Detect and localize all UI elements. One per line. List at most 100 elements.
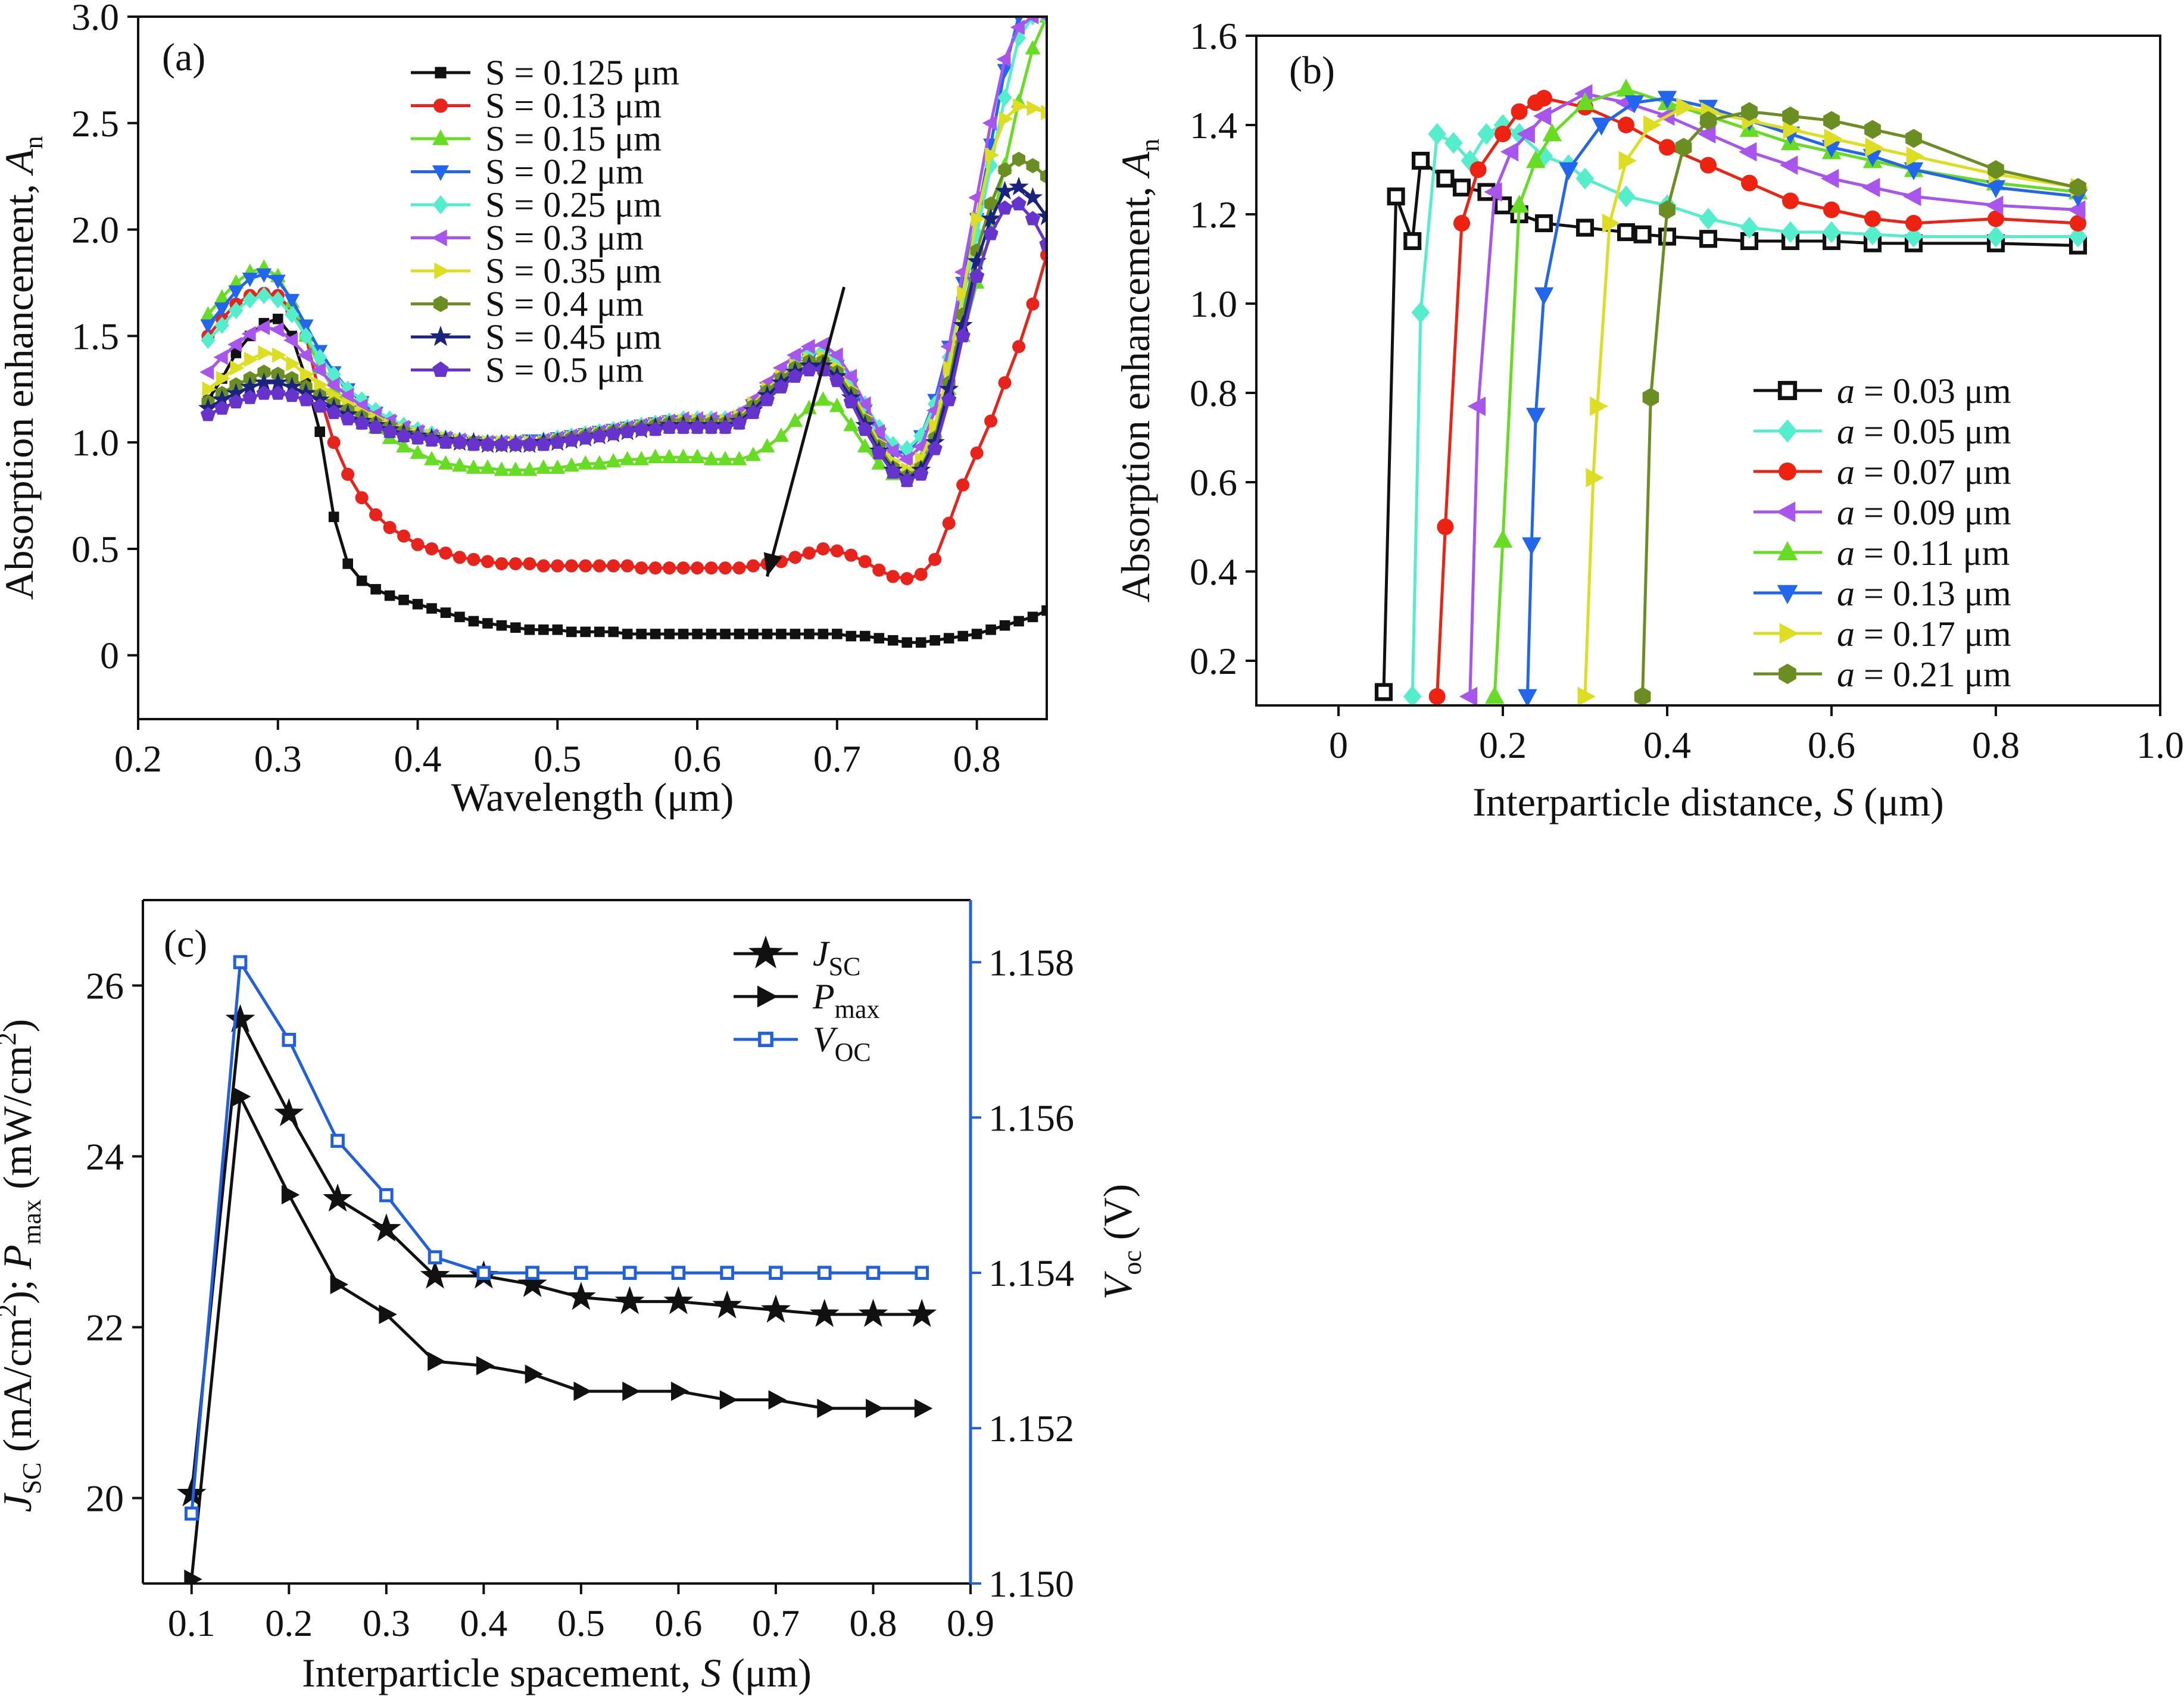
data-point (913, 466, 929, 481)
x-tick-label: 0.2 (1479, 724, 1527, 766)
data-point (1477, 123, 1496, 145)
legend-marker (430, 326, 451, 346)
legend-label: S = 0.125 μm (485, 53, 679, 92)
data-point (233, 955, 248, 970)
data-point (410, 430, 426, 445)
data-point (884, 443, 899, 459)
label-part: (mW/cm (0, 1045, 40, 1200)
data-point (829, 398, 845, 413)
panel-label: (c) (164, 922, 207, 966)
data-point (1542, 123, 1562, 142)
data-point (885, 464, 901, 479)
plot-frame (137, 15, 1048, 720)
panel-c: 0.1 0.2 0.3 0.4 0.5 0.6 0.7 0.8 0.9202224261.150… (0, 899, 1147, 1695)
data-point (843, 368, 857, 385)
data-point (787, 368, 803, 383)
legend-label: S = 0.3 μm (485, 218, 644, 258)
data-point (898, 451, 913, 467)
x-tick-label: 0.2 (265, 1602, 313, 1644)
y-tick-label: 1.0 (71, 421, 119, 464)
label-part: = 0.13 μm (1855, 574, 2011, 613)
data-point (761, 1294, 791, 1323)
data-point (1436, 169, 1455, 188)
y-tick-label: 20 (86, 1478, 124, 1520)
data-point (1027, 611, 1038, 623)
panel-b-data (1374, 79, 2089, 705)
data-point (872, 563, 886, 577)
data-point (907, 1298, 937, 1328)
data-point (1824, 129, 1842, 148)
y-tick-label: 1.0 (1190, 283, 1237, 325)
data-point (664, 629, 675, 639)
legend-marker (432, 361, 449, 377)
data-point (379, 1188, 394, 1202)
data-point (1780, 155, 1798, 175)
data-point (439, 546, 453, 560)
data-point (591, 455, 607, 470)
y-tick-label: 0.2 (1190, 640, 1237, 682)
data-point (607, 559, 620, 573)
legend-label: a = 0.11 μm (1837, 533, 2010, 573)
data-point (323, 1183, 352, 1212)
data-point (1575, 92, 1595, 110)
data-point (957, 630, 968, 642)
y-tick-label: 2.5 (71, 102, 119, 145)
y-tick-label: 0.4 (1190, 551, 1237, 593)
x-tick-label: 0.1 (168, 1602, 216, 1644)
data-point (468, 616, 479, 627)
data-point (1698, 124, 1716, 144)
legend-marker (1779, 623, 1799, 644)
data-point (1493, 529, 1513, 548)
y-tick-label: 0.5 (71, 528, 119, 570)
data-point (396, 438, 411, 453)
data-point (1699, 230, 1718, 248)
data-point (594, 626, 605, 638)
label-part: P (0, 1245, 40, 1270)
label-part: ); (0, 1269, 40, 1304)
data-point (1452, 178, 1471, 197)
data-point (678, 629, 689, 639)
data-point (524, 624, 535, 635)
label-part: n (19, 136, 48, 149)
data-point (676, 561, 690, 575)
y-right-tick-label: 1.158 (988, 941, 1074, 983)
legend-marker (432, 165, 450, 181)
label-part: a (1837, 655, 1855, 694)
x-tick-label: 0.3 (254, 738, 302, 780)
data-point (525, 1266, 539, 1280)
y-tick-label: 0.8 (1190, 372, 1237, 414)
data-point (592, 559, 606, 573)
data-point (984, 414, 998, 428)
data-point (325, 377, 340, 393)
data-point (1904, 162, 1924, 180)
series-b (1403, 114, 2088, 705)
data-point (1040, 248, 1047, 262)
data-point (1411, 151, 1430, 170)
data-point (496, 620, 507, 631)
data-point (719, 1390, 738, 1410)
data-point (481, 555, 494, 569)
data-point (900, 572, 914, 585)
label-part: = 0.21 μm (1855, 655, 2011, 694)
data-point (327, 436, 341, 449)
data-point (420, 1260, 450, 1289)
data-point (759, 392, 775, 407)
data-point (1024, 17, 1039, 24)
y-axis-label: Absorption enhancement, An (1113, 139, 1165, 602)
data-point (1741, 174, 1758, 192)
data-point (1821, 168, 1839, 189)
data-point (871, 455, 887, 470)
x-tick-label: 0.4 (460, 1602, 507, 1644)
data-point (746, 559, 760, 573)
data-point (706, 629, 717, 639)
data-point (230, 360, 245, 376)
data-point (1525, 408, 1546, 426)
data-point (815, 391, 831, 406)
data-point (1657, 90, 1677, 109)
y-left-axis-label: JSC (mA/cm2); Pmax (mW/cm2) (0, 1019, 46, 1513)
data-point (1040, 1, 1054, 14)
data-point (368, 419, 383, 434)
data-point (887, 635, 898, 646)
data-point (1903, 186, 1921, 207)
data-point (476, 1266, 491, 1280)
